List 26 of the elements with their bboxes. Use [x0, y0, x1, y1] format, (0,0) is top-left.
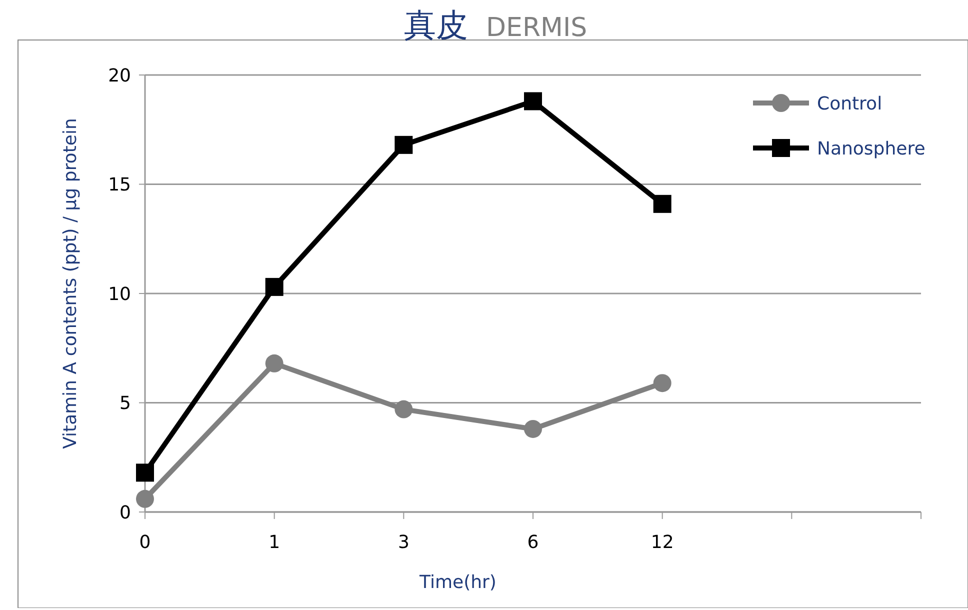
chart-title: 真皮 [404, 6, 468, 44]
legend-label: Control [817, 93, 882, 114]
point [653, 194, 672, 213]
y-tick-label: 5 [120, 393, 131, 414]
point [136, 490, 154, 508]
x-tick-label: 12 [650, 532, 674, 553]
point [394, 136, 413, 154]
x-tick-label: 0 [139, 532, 151, 553]
y-tick-label: 0 [120, 502, 131, 524]
chart-subtitle: DERMIS [486, 13, 588, 43]
legend-label: Nanosphere [817, 138, 926, 160]
point [265, 278, 284, 296]
x-tick-label: 1 [268, 532, 280, 553]
point [136, 464, 154, 482]
y-axis-title: Vitamin A contents (ppt) / μg protein [60, 118, 81, 449]
point [653, 374, 672, 392]
x-tick-label: 3 [398, 532, 410, 553]
point [524, 420, 542, 438]
y-tick-label: 10 [108, 284, 131, 305]
x-axis-title: Time(hr) [418, 572, 496, 593]
point [394, 400, 413, 418]
y-tick-label: 15 [108, 174, 131, 196]
y-tick-label: 20 [108, 65, 131, 86]
point [524, 92, 542, 110]
x-tick-label: 6 [527, 532, 539, 553]
point [265, 354, 284, 372]
